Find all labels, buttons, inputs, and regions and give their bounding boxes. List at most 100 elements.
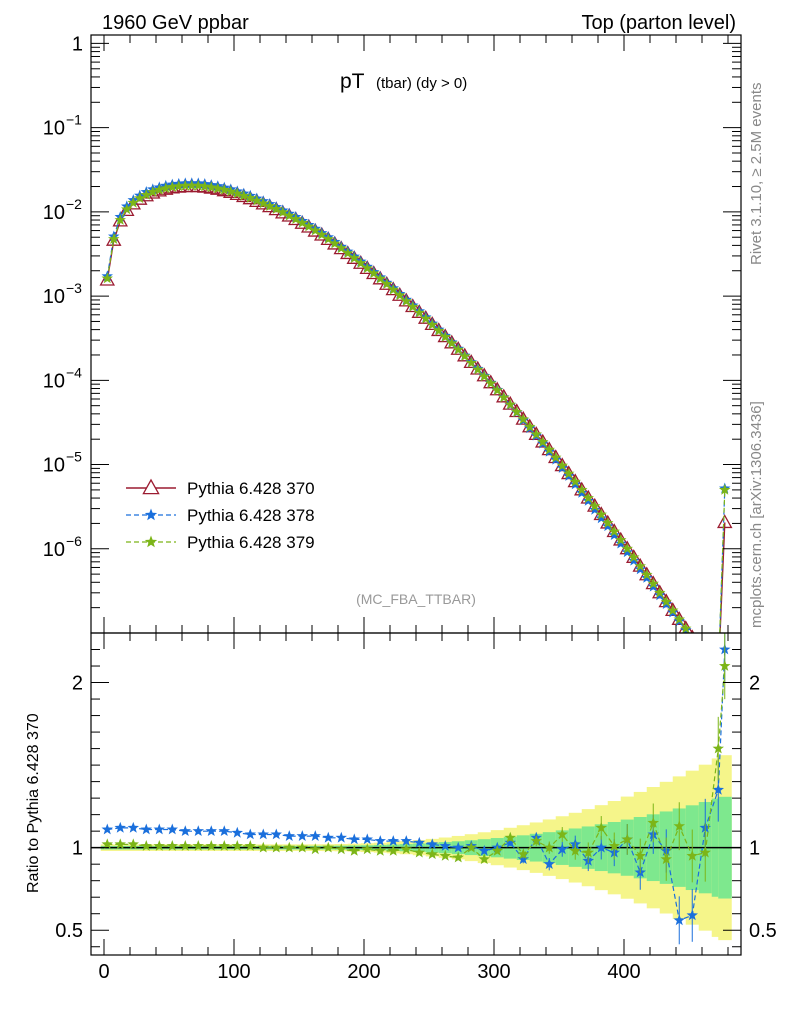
ratio-point-0 xyxy=(361,833,373,845)
ratio-point-1 xyxy=(478,853,490,865)
ratio-y-axis-label: Ratio to Pythia 6.428 370 xyxy=(25,713,42,893)
point-2 xyxy=(647,577,659,589)
point-2 xyxy=(231,187,243,199)
point-2 xyxy=(426,318,438,330)
point-370 xyxy=(99,271,116,286)
point-370 xyxy=(692,640,705,652)
point-2 xyxy=(459,350,471,362)
ratio-point-1 xyxy=(426,848,438,860)
ratio-point-0 xyxy=(166,823,178,835)
point-2 xyxy=(589,500,601,512)
ratio-point-0 xyxy=(439,840,451,851)
ratio-point-0 xyxy=(218,825,230,836)
point-2 xyxy=(140,188,152,200)
point-2 xyxy=(303,220,315,232)
y-tick-label: 10 xyxy=(43,370,65,392)
ratio-point-1 xyxy=(608,840,620,851)
ratio-point-0 xyxy=(712,783,724,795)
point-2 xyxy=(244,192,256,203)
ratio-point-0 xyxy=(452,841,464,853)
y-tick-exponent: −3 xyxy=(66,280,82,296)
ratio-point-1 xyxy=(712,742,724,754)
point-2 xyxy=(654,586,666,598)
point-2 xyxy=(186,179,198,191)
point-2 xyxy=(127,196,139,208)
point-2 xyxy=(628,551,640,563)
point-2 xyxy=(101,272,113,284)
legend: Pythia 6.428 370 Pythia 6.428 378 Pythia 6… xyxy=(126,478,315,552)
ratio-point-1 xyxy=(361,843,373,855)
header-left-label: 1960 GeV ppbar xyxy=(102,12,249,34)
point-1 xyxy=(700,650,712,661)
ratio-point-0 xyxy=(179,825,191,836)
point-2 xyxy=(680,622,692,633)
ratio-point-1 xyxy=(400,843,412,855)
ratio-y-tick-label-right: 0.5 xyxy=(749,920,777,942)
legend-label-2: Pythia 6.428 379 xyxy=(187,533,315,552)
ratio-point-1 xyxy=(114,838,126,850)
point-2 xyxy=(634,560,646,572)
ratio-point-1 xyxy=(504,831,516,843)
ratio-point-0 xyxy=(283,830,295,841)
x-tick-label: 100 xyxy=(217,961,250,983)
point-2 xyxy=(719,483,731,495)
point-2 xyxy=(374,272,386,284)
ratio-point-0 xyxy=(140,823,152,835)
point-370 xyxy=(699,649,712,661)
ratio-point-1 xyxy=(166,840,178,851)
y-tick-exponent: −1 xyxy=(66,112,82,128)
y-tick-exponent: −6 xyxy=(66,533,82,549)
x-tick-label: 300 xyxy=(477,961,510,983)
ratio-point-0 xyxy=(543,858,555,869)
point-2 xyxy=(472,363,484,375)
ratio-point-0 xyxy=(270,828,282,840)
point-2 xyxy=(517,413,529,425)
analysis-label: (MC_FBA_TTBAR) xyxy=(356,591,476,607)
point-2 xyxy=(348,252,360,263)
ratio-point-1 xyxy=(569,845,581,856)
point-2 xyxy=(602,517,614,528)
ratio-point-0 xyxy=(478,845,490,856)
legend-marker-star xyxy=(144,508,158,521)
ratio-point-1 xyxy=(218,840,230,851)
point-2 xyxy=(491,384,503,396)
point-2 xyxy=(251,194,263,206)
point-2 xyxy=(550,451,562,463)
ratio-point-0 xyxy=(205,825,217,836)
ratio-point-1 xyxy=(231,840,243,851)
point-2 xyxy=(147,186,159,197)
point-2 xyxy=(179,179,191,191)
point-2 xyxy=(621,542,633,554)
point-2 xyxy=(121,203,133,215)
ratio-point-1 xyxy=(647,816,659,828)
ratio-point-1 xyxy=(192,840,204,851)
point-2 xyxy=(641,568,653,580)
ratio-point-1 xyxy=(205,840,217,851)
ratio-point-1 xyxy=(439,849,451,861)
ratio-point-1 xyxy=(387,845,399,856)
point-1 xyxy=(595,512,607,524)
ratio-point-1 xyxy=(491,845,503,856)
point-2 xyxy=(563,467,575,479)
ratio-point-1 xyxy=(686,849,698,861)
point-2 xyxy=(381,278,393,289)
ratio-point-0 xyxy=(595,841,607,853)
ratio-point-1 xyxy=(335,843,347,855)
point-2 xyxy=(290,213,302,224)
point-1 xyxy=(621,546,633,558)
point-2 xyxy=(114,214,126,225)
ratio-point-1 xyxy=(517,848,529,860)
point-2 xyxy=(192,179,204,191)
point-2 xyxy=(446,337,458,349)
point-1 xyxy=(615,537,627,549)
point-2 xyxy=(166,181,178,192)
ratio-point-1 xyxy=(452,851,464,863)
point-2 xyxy=(361,262,373,274)
point-2 xyxy=(335,242,347,254)
point-2 xyxy=(212,182,224,194)
point-2 xyxy=(387,283,399,295)
point-1 xyxy=(692,632,693,633)
ratio-point-0 xyxy=(335,831,347,843)
ratio-point-0 xyxy=(309,830,321,841)
legend-marker-star xyxy=(144,535,158,548)
